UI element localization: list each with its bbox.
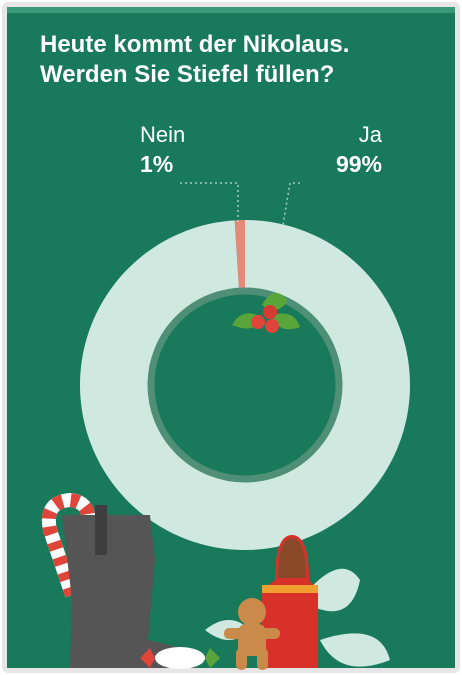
donut-segment xyxy=(79,220,410,550)
candy-end xyxy=(205,648,220,668)
gingerbread xyxy=(224,598,280,670)
bottle-top xyxy=(278,538,306,578)
chart-title: Heute kommt der Nikolaus. Werden Sie Sti… xyxy=(40,31,350,88)
category-label: Nein xyxy=(140,122,185,147)
category-label: Ja xyxy=(359,122,383,147)
boot-strap xyxy=(95,505,107,555)
bottle-ribbon xyxy=(262,585,318,593)
candy xyxy=(155,647,205,669)
value-label: 99% xyxy=(336,151,382,177)
donut-segment xyxy=(234,220,245,291)
donut xyxy=(79,220,410,550)
top-strip xyxy=(7,7,455,13)
candy-cane-stripes xyxy=(42,492,96,598)
value-label: 1% xyxy=(140,151,173,177)
inner-shadow xyxy=(147,287,343,483)
holly-decoration xyxy=(232,292,300,333)
leaf-decoration xyxy=(320,633,390,667)
leader-line xyxy=(282,182,300,226)
candy-end xyxy=(140,648,155,668)
